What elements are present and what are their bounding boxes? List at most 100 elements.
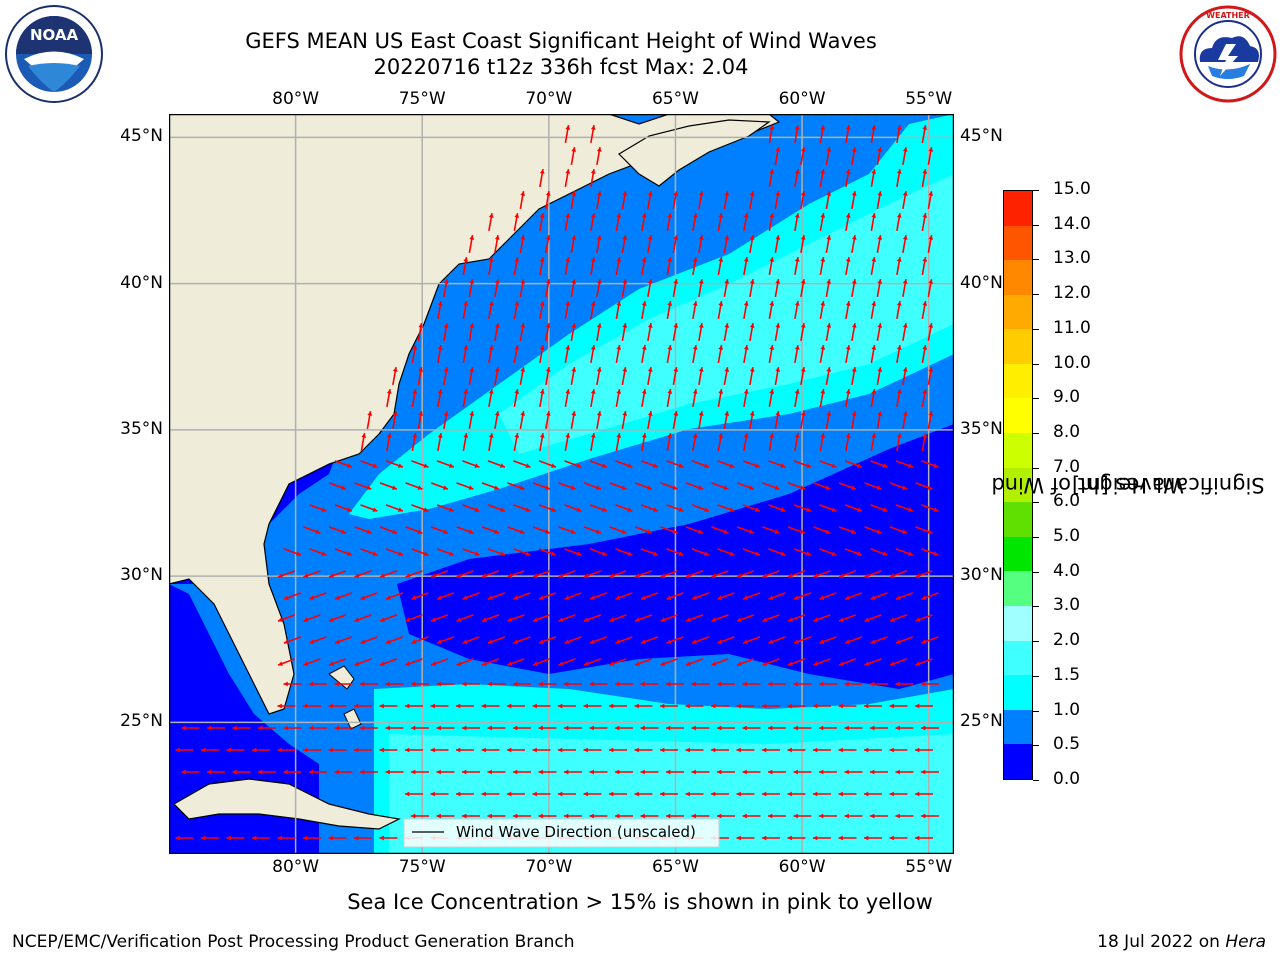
- wave-direction-arrowhead: [794, 345, 800, 350]
- wave-direction-arrowhead: [902, 411, 908, 416]
- wave-direction-arrowhead: [819, 639, 825, 644]
- colorbar-segment: [1004, 363, 1032, 399]
- wave-direction-arrowhead: [762, 661, 768, 666]
- wave-direction-arrowhead: [889, 835, 894, 841]
- wave-direction-arrowhead: [354, 661, 360, 666]
- wave-direction-arrowhead: [538, 725, 543, 731]
- lat-tick-label-left: 45°N: [120, 126, 163, 147]
- wave-direction-arrowhead: [896, 169, 902, 174]
- wind-wave-direction-arrows: [175, 124, 939, 841]
- wave-direction-arrowhead: [634, 661, 640, 666]
- wave-direction-arrowhead: [328, 835, 333, 841]
- colorbar-tick-mark: [1033, 328, 1039, 330]
- wave-direction-arrowhead: [703, 463, 709, 468]
- wave-direction-arrowhead: [716, 725, 722, 731]
- wave-direction-arrowhead: [405, 661, 411, 666]
- wave-direction-arrowhead: [367, 411, 373, 416]
- wave-direction-arrowhead: [800, 323, 806, 328]
- wave-direction-arrowhead: [685, 703, 690, 709]
- wave-direction-arrowhead: [507, 573, 513, 578]
- wave-direction-arrowhead: [794, 433, 800, 438]
- wave-direction-arrowhead: [583, 703, 588, 709]
- wave-direction-arrowhead: [412, 433, 418, 438]
- wave-direction-arrowhead: [856, 507, 862, 512]
- wave-direction-arrowhead: [442, 529, 448, 534]
- wave-direction-arrowhead: [877, 323, 883, 328]
- wave-direction-arrowhead: [418, 367, 424, 372]
- wave-direction-arrowhead: [896, 345, 902, 350]
- wave-direction-arrowhead: [787, 573, 793, 578]
- wave-direction-arrowhead: [665, 725, 671, 731]
- wave-direction-arrowhead: [869, 813, 875, 819]
- colorbar-tick-label: 12.0: [1053, 283, 1091, 304]
- wave-direction-arrowhead: [494, 235, 500, 240]
- wave-direction-arrowhead: [469, 235, 475, 240]
- chart-title-line1: GEFS MEAN US East Coast Significant Heig…: [245, 29, 877, 53]
- wave-direction-arrowhead: [590, 213, 596, 218]
- wave-direction-arrowhead: [882, 551, 888, 556]
- wave-direction-arrowhead: [826, 411, 832, 416]
- wave-direction-arrowhead: [871, 433, 877, 438]
- map-frame: [168, 113, 955, 855]
- wave-direction-arrowhead: [315, 529, 321, 534]
- wave-direction-arrowhead: [845, 433, 851, 438]
- wave-direction-arrowhead: [386, 433, 392, 438]
- colorbar-tick-mark: [1033, 606, 1039, 608]
- wave-direction-arrowhead: [456, 617, 462, 622]
- wave-direction-arrowhead: [812, 791, 818, 797]
- wave-direction-arrowhead: [780, 507, 786, 512]
- wave-direction-arrowhead: [474, 551, 480, 556]
- wave-direction-arrowhead: [520, 235, 526, 240]
- wave-direction-arrowhead: [436, 681, 441, 687]
- wave-direction-arrowhead: [563, 813, 569, 819]
- wave-direction-arrowhead: [813, 661, 819, 666]
- wave-direction-arrowhead: [647, 323, 653, 328]
- wave-direction-arrowhead: [864, 661, 870, 666]
- wave-direction-arrowhead: [768, 639, 774, 644]
- wave-direction-arrowhead: [520, 279, 526, 284]
- wave-direction-arrowhead: [902, 367, 908, 372]
- wave-direction-arrowhead: [366, 529, 372, 534]
- wave-direction-arrowhead: [481, 791, 486, 797]
- wave-direction-arrowhead: [769, 257, 775, 262]
- colorbar-segment: [1004, 606, 1032, 641]
- wave-direction-arrowhead: [589, 813, 594, 819]
- wave-direction-arrowhead: [793, 639, 799, 644]
- wave-direction-arrowhead: [309, 639, 315, 644]
- wave-direction-arrowhead: [794, 301, 800, 306]
- wave-direction-arrowhead: [724, 235, 730, 240]
- wave-direction-arrowhead: [532, 791, 537, 797]
- wave-direction-arrowhead: [698, 323, 704, 328]
- wave-direction-arrowhead: [818, 681, 824, 687]
- wave-direction-arrowhead: [514, 345, 520, 350]
- wave-direction-arrowhead: [673, 411, 679, 416]
- wave-direction-arrowhead: [609, 617, 615, 622]
- wave-direction-arrowhead: [622, 191, 628, 196]
- colorbar-segment: [1004, 225, 1032, 261]
- wave-direction-arrowhead: [226, 835, 231, 841]
- wave-direction-arrowhead: [328, 661, 334, 666]
- wave-direction-arrowhead: [743, 257, 749, 262]
- wave-direction-arrowhead: [914, 747, 920, 753]
- high-wave-core-north: [499, 174, 954, 454]
- wave-direction-arrowhead: [901, 485, 907, 490]
- wave-direction-arrowhead: [678, 551, 684, 556]
- wave-direction-arrowhead: [539, 345, 545, 350]
- wave-direction-arrowhead: [716, 681, 722, 687]
- wave-direction-arrowhead: [799, 529, 805, 534]
- wave-direction-arrowhead: [616, 433, 622, 438]
- wave-direction-arrowhead: [856, 551, 862, 556]
- wave-direction-arrowhead: [539, 433, 545, 438]
- wave-direction-arrowhead: [920, 813, 926, 819]
- wave-direction-arrowhead: [514, 433, 520, 438]
- wave-direction-arrowhead: [226, 747, 231, 753]
- wave-direction-arrowhead: [488, 213, 494, 218]
- wave-direction-arrowhead: [493, 485, 499, 490]
- wave-direction-arrowhead: [436, 725, 441, 731]
- wave-direction-arrowhead: [404, 747, 410, 753]
- wave-direction-arrowhead: [583, 661, 589, 666]
- wave-direction-arrowhead: [769, 125, 775, 130]
- wave-direction-arrowhead: [430, 703, 435, 709]
- wave-direction-arrowhead: [557, 703, 563, 709]
- wave-direction-arrowhead: [596, 323, 602, 328]
